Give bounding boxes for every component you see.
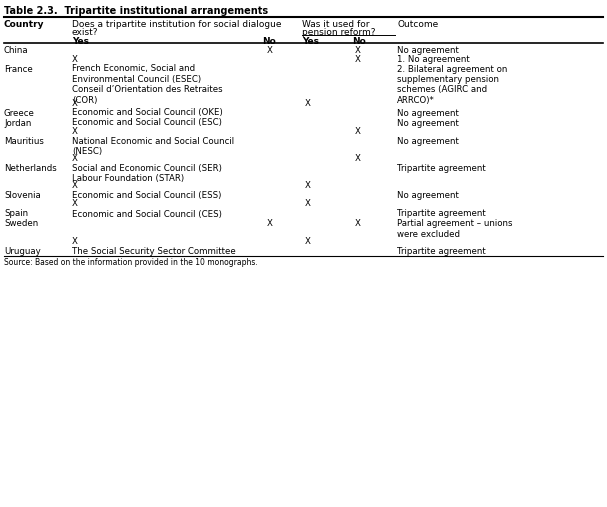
Text: X: X [72,127,78,136]
Text: X: X [72,236,78,245]
Text: X: X [355,154,361,163]
Text: Social and Economic Council (SER)
Labour Foundation (STAR): Social and Economic Council (SER) Labour… [72,164,222,184]
Text: Outcome: Outcome [397,20,438,29]
Text: Source: Based on the information provided in the 10 monographs.: Source: Based on the information provide… [4,258,258,267]
Text: No agreement: No agreement [397,137,459,146]
Text: X: X [305,181,311,190]
Text: X: X [355,46,361,55]
Text: 2. Bilateral agreement on
supplementary pension
schemes (AGIRC and
ARRCO)*: 2. Bilateral agreement on supplementary … [397,64,507,105]
Text: Mauritius: Mauritius [4,137,44,146]
Text: National Economic and Social Council
(NESC): National Economic and Social Council (NE… [72,137,234,156]
Text: Was it used for: Was it used for [302,20,370,29]
Text: No agreement: No agreement [397,46,459,55]
Text: Economic and Social Council (CES): Economic and Social Council (CES) [72,209,222,219]
Text: Spain: Spain [4,209,28,219]
Text: X: X [267,46,273,55]
Text: pension reform?: pension reform? [302,28,376,37]
Text: China: China [4,46,29,55]
Text: X: X [72,181,78,190]
Text: X: X [72,98,78,107]
Text: X: X [305,98,311,107]
Text: No: No [352,37,366,46]
Text: Tripartite agreement: Tripartite agreement [397,209,486,219]
Text: No agreement: No agreement [397,191,459,200]
Text: Country: Country [4,20,44,29]
Text: France: France [4,64,33,74]
Text: X: X [355,127,361,136]
Text: Sweden: Sweden [4,220,38,229]
Text: X: X [305,199,311,208]
Text: Economic and Social Council (ESS): Economic and Social Council (ESS) [72,191,222,200]
Text: Yes: Yes [302,37,319,46]
Text: Slovenia: Slovenia [4,191,41,200]
Text: X: X [305,236,311,245]
Text: X: X [72,199,78,208]
Text: Tripartite agreement: Tripartite agreement [397,164,486,173]
Text: Economic and Social Council (OKE): Economic and Social Council (OKE) [72,108,223,118]
Text: Uruguay: Uruguay [4,246,41,256]
Text: X: X [72,54,78,63]
Text: 1. No agreement: 1. No agreement [397,54,470,63]
Text: The Social Security Sector Committee: The Social Security Sector Committee [72,246,236,256]
Text: No: No [262,37,276,46]
Text: Jordan: Jordan [4,119,32,127]
Text: Tripartite agreement: Tripartite agreement [397,246,486,256]
Text: exist?: exist? [72,28,98,37]
Text: Table 2.3.  Tripartite institutional arrangements: Table 2.3. Tripartite institutional arra… [4,6,268,16]
Text: Netherlands: Netherlands [4,164,56,173]
Text: No agreement: No agreement [397,119,459,127]
Text: Yes: Yes [72,37,89,46]
Text: X: X [355,54,361,63]
Text: Greece: Greece [4,108,35,118]
Text: Does a tripartite institution for social dialogue: Does a tripartite institution for social… [72,20,282,29]
Text: French Economic, Social and
Environmental Council (ESEC)
Conseil d’Orientation d: French Economic, Social and Environmenta… [72,64,223,105]
Text: No agreement: No agreement [397,108,459,118]
Text: X: X [72,154,78,163]
Text: X: X [267,220,273,229]
Text: X: X [355,220,361,229]
Text: Partial agreement – unions
were excluded: Partial agreement – unions were excluded [397,220,512,239]
Text: Economic and Social Council (ESC): Economic and Social Council (ESC) [72,119,222,127]
